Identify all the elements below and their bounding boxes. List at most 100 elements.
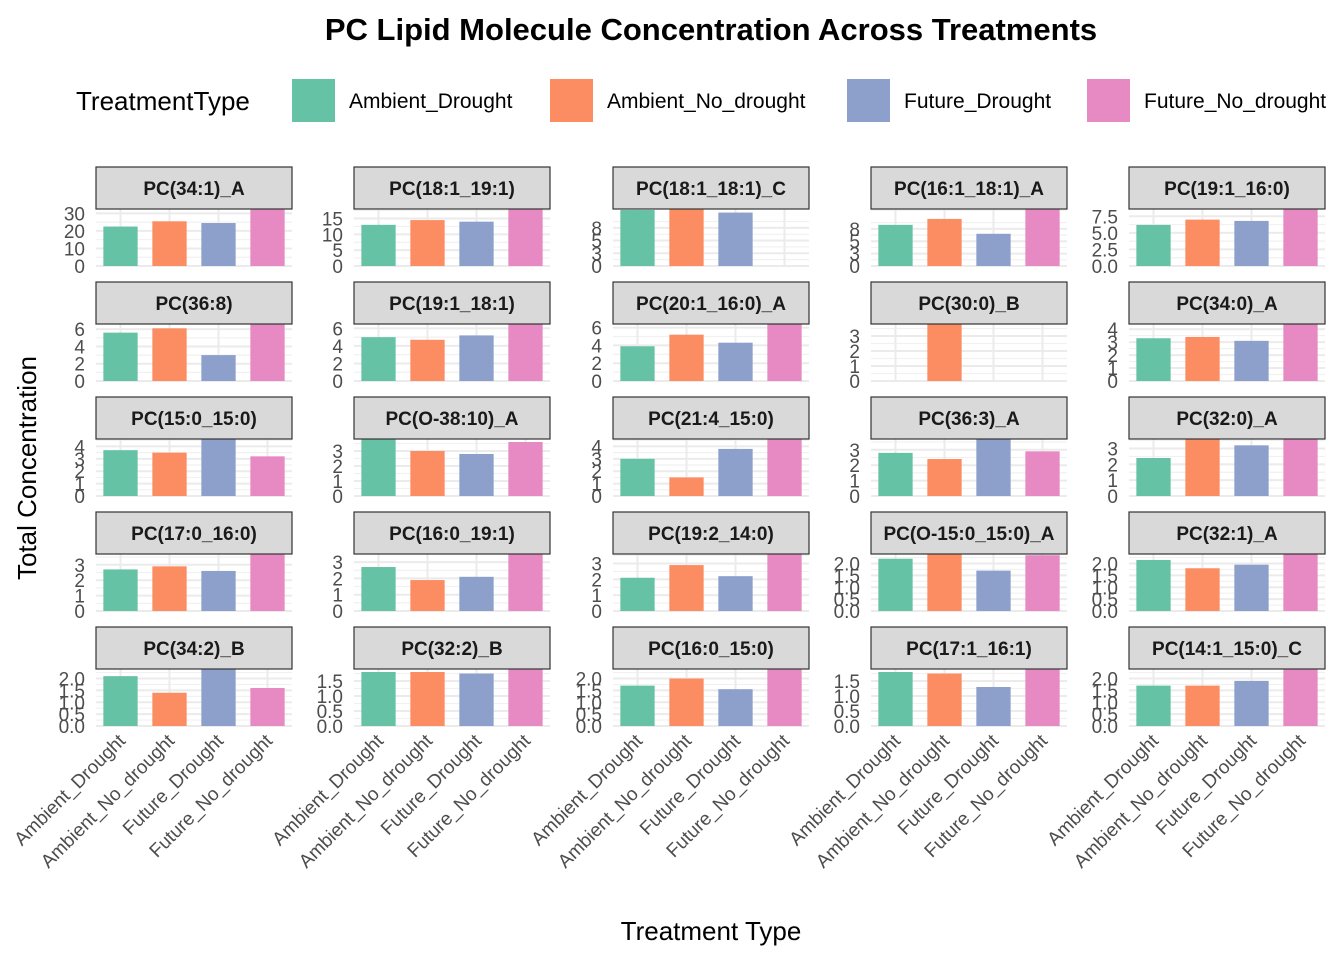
bar-future-drought (718, 212, 753, 266)
y-tick-label: 0.5 (834, 590, 860, 611)
bar-ambient-drought (1136, 338, 1171, 381)
y-tick-label: 0.5 (1092, 705, 1118, 726)
facet-strip (353, 166, 551, 210)
bar-future-no-drought (250, 554, 285, 611)
facet-strip-label: PC(21:4_15:0) (648, 409, 774, 430)
bar-future-no-drought (767, 324, 802, 381)
bar-ambient-no-drought (1185, 568, 1220, 611)
facet-strip (95, 166, 293, 210)
facet-strip (1128, 511, 1326, 555)
y-tick-label: 0 (591, 487, 602, 508)
bar-ambient-no-drought (669, 678, 704, 726)
y-tick-label: 4 (74, 437, 85, 458)
bar-ambient-no-drought (410, 451, 445, 496)
bar-ambient-no-drought (152, 566, 187, 611)
y-tick-label: 1.0 (1092, 693, 1118, 714)
facet-strip (353, 281, 551, 325)
y-tick-label: 2.0 (1092, 670, 1118, 691)
y-tick-label: 2 (74, 355, 85, 376)
facet-strip-label: PC(O-15:0_15:0)_A (883, 524, 1054, 545)
bar-ambient-drought (878, 672, 913, 726)
bar-ambient-drought (361, 224, 396, 266)
facet-strip (870, 626, 1068, 670)
y-tick-label: 0 (332, 372, 343, 393)
bar-future-no-drought (1025, 209, 1060, 266)
bar-future-drought (201, 439, 236, 496)
y-tick-label: 6 (332, 319, 343, 340)
y-tick-label: 2 (849, 456, 860, 477)
bar-ambient-no-drought (669, 565, 704, 611)
bar-future-no-drought (250, 456, 285, 496)
bar-ambient-drought (361, 439, 396, 496)
bar-future-drought (1234, 220, 1269, 266)
y-tick-label: 3 (591, 555, 602, 576)
bar-future-drought (976, 687, 1011, 726)
y-tick-label: 3 (74, 556, 85, 577)
bar-ambient-no-drought (410, 339, 445, 381)
facet-panel: 0.00.51.01.52.0 PC(32:1)_A (1092, 511, 1326, 623)
facet-strip (612, 396, 810, 440)
y-tick-label: 1.5 (576, 681, 602, 702)
facet-grid: 0102030PC(34:1)_A051015PC(18:1_19:1)0358… (11, 166, 1326, 873)
facet-strip (95, 511, 293, 555)
bar-ambient-drought (878, 224, 913, 266)
y-tick-label: 2 (74, 462, 85, 483)
bar-future-no-drought (508, 209, 543, 266)
facet-strip-label: PC(32:1)_A (1176, 524, 1278, 545)
y-tick-label: 6 (74, 320, 85, 341)
y-tick-label: 0 (1107, 487, 1118, 508)
bar-future-drought (718, 689, 753, 726)
y-tick-label: 0 (591, 372, 602, 393)
y-tick-label: 3 (332, 553, 343, 574)
y-tick-label: 3 (1107, 440, 1118, 461)
y-tick-label: 4 (74, 337, 85, 358)
y-tick-label: 2 (1107, 455, 1118, 476)
bar-future-drought (976, 439, 1011, 496)
y-tick-label: 0.5 (317, 702, 343, 723)
y-tick-label: 0 (591, 602, 602, 623)
y-tick-label: 0.5 (59, 705, 85, 726)
y-tick-label: 0 (74, 487, 85, 508)
chart-title: PC Lipid Molecule Concentration Across T… (325, 12, 1097, 47)
facet-strip (95, 281, 293, 325)
facet-panel: 0.00.51.01.52.0 PC(16:0_15:0) (576, 626, 810, 738)
y-tick-label: 1.0 (317, 687, 343, 708)
bar-ambient-no-drought (410, 672, 445, 726)
y-tick-label: 0.0 (1092, 717, 1118, 738)
y-tick-label: 4 (591, 437, 602, 458)
y-tick-label: 0 (849, 487, 860, 508)
y-tick-label: 0 (74, 257, 85, 278)
y-tick-label: 3 (74, 450, 85, 471)
bar-future-drought (1234, 680, 1269, 726)
bar-ambient-drought (1136, 458, 1171, 496)
bar-ambient-no-drought (669, 477, 704, 496)
facet-strip (612, 626, 810, 670)
y-tick-label: 3 (332, 442, 343, 463)
facet-strip (1128, 166, 1326, 210)
bar-ambient-drought (620, 577, 655, 611)
y-tick-label: 6 (591, 319, 602, 340)
y-tick-label: 0 (849, 372, 860, 393)
legend: TreatmentType Ambient_Drought Ambient_No_… (76, 79, 1326, 122)
y-tick-label: 5.0 (1092, 224, 1118, 245)
bar-future-no-drought (1283, 669, 1318, 726)
facet-strip-label: PC(17:0_16:0) (131, 524, 257, 545)
facet-strip (612, 281, 810, 325)
y-tick-label: 1 (591, 586, 602, 607)
facet-panel: 0.00.51.01.52.0 PC(14:1_15:0)_C (1092, 626, 1326, 738)
y-axis-title: Total Concentration (12, 356, 42, 580)
bar-ambient-drought (1136, 559, 1171, 611)
y-tick-label: 0 (332, 257, 343, 278)
bar-future-drought (718, 576, 753, 611)
y-tick-label: 0.0 (317, 717, 343, 738)
y-tick-label: 2.0 (576, 670, 602, 691)
y-tick-label: 1 (74, 475, 85, 496)
facet-strip (353, 626, 551, 670)
bar-ambient-drought (1136, 224, 1171, 266)
bar-future-drought (459, 221, 494, 266)
